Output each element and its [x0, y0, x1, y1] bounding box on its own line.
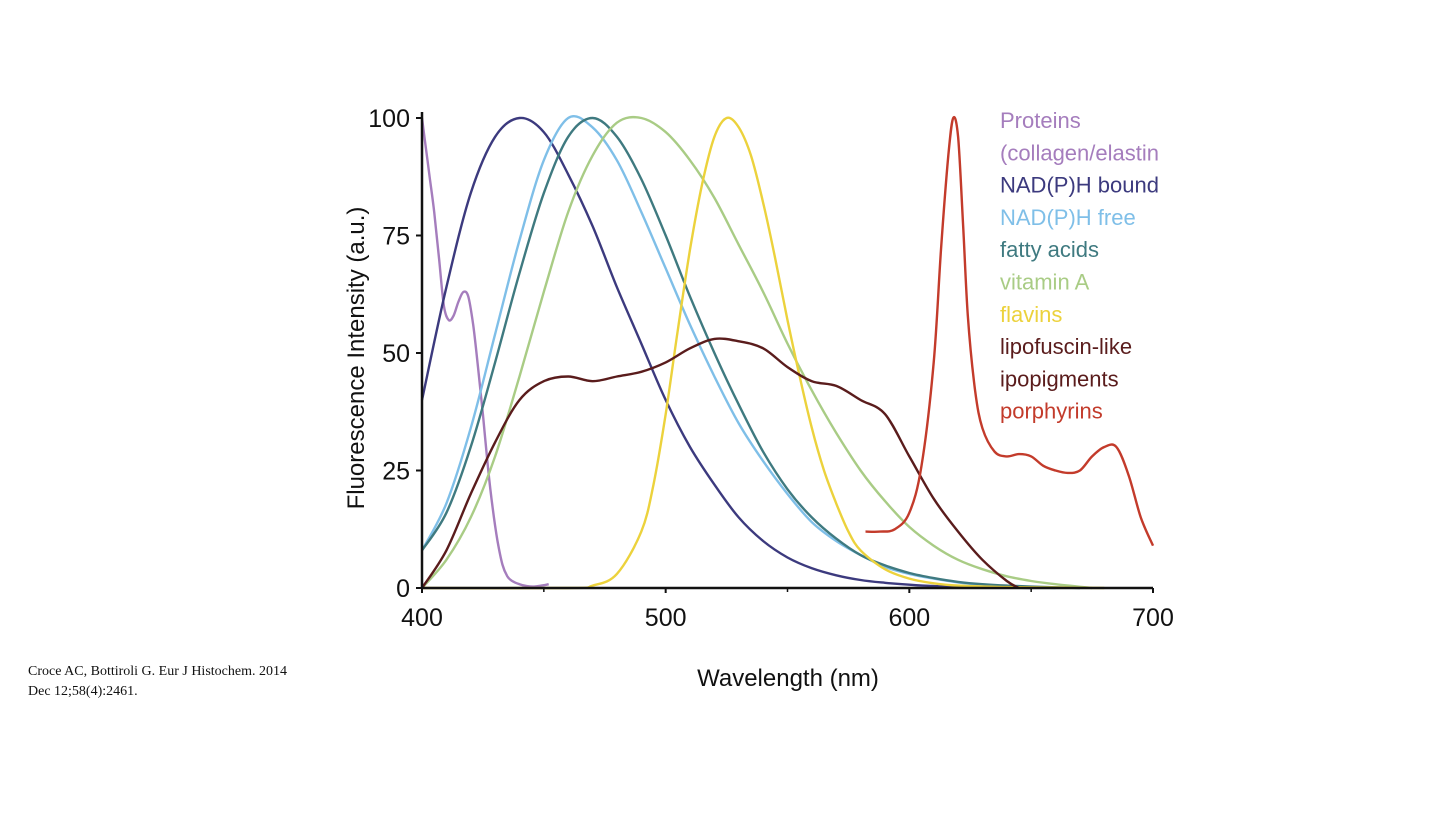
y-tick-label: 75 [382, 223, 410, 251]
y-tick-label: 25 [382, 458, 410, 486]
y-tick-label: 0 [396, 575, 410, 603]
legend-entry: porphyrins [1000, 399, 1103, 424]
y-axis-title: Fluorescence Intensity (a.u.) [343, 207, 370, 510]
citation: Croce AC, Bottiroli G. Eur J Histochem. … [28, 662, 328, 702]
legend-entry: lipofuscin-like [1000, 334, 1132, 359]
series-line-6 [421, 116, 1105, 590]
legend-entry: (collagen/elastin [1000, 140, 1159, 165]
legend-entry: NAD(P)H free [1000, 205, 1136, 230]
x-tick-label: 400 [401, 604, 443, 632]
series-line-5 [421, 115, 1093, 590]
y-tick-label: 50 [382, 340, 410, 368]
series-line-7 [420, 337, 1020, 590]
series-line-8 [865, 116, 1155, 547]
ticks-layer: 400 500 600 700 0 25 50 75 100 [368, 105, 1174, 632]
series-layer [420, 114, 1155, 590]
series-line-2 [420, 116, 1032, 590]
legend-entry: flavins [1000, 302, 1062, 327]
legend-entry: fatty acids [1000, 237, 1099, 262]
citation-line-1: Croce AC, Bottiroli G. Eur J Histochem. … [28, 664, 287, 679]
x-tick-label: 600 [888, 604, 930, 632]
legend-entry: Proteins [1000, 108, 1081, 133]
y-tick-label: 100 [368, 105, 410, 133]
legend-entry: vitamin A [1000, 270, 1090, 295]
legend: Proteins (collagen/elastin NAD(P)H bound NA… [1000, 108, 1159, 424]
citation-line-2: Dec 12;58(4):2461. [28, 684, 138, 699]
legend-entry: NAD(P)H bound [1000, 173, 1159, 198]
x-tick-label: 700 [1132, 604, 1174, 632]
series-line-4 [420, 116, 1080, 590]
x-tick-label: 500 [645, 604, 687, 632]
series-line-1 [420, 117, 549, 588]
legend-entry: ipopigments [1000, 366, 1119, 391]
x-axis-title: Wavelength (nm) [697, 665, 879, 692]
